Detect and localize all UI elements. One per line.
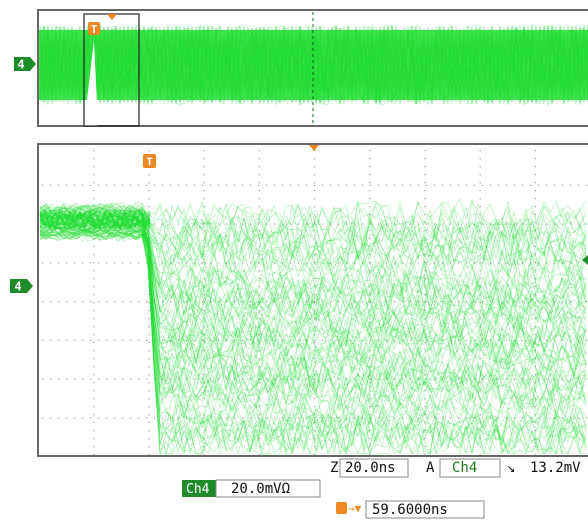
channel-scale: 20.0mVΩ xyxy=(231,481,290,497)
overview-panel: T 4 xyxy=(14,9,588,127)
timebase-value: 20.0ns xyxy=(345,460,396,476)
overview-channel-marker[interactable]: 4 xyxy=(14,57,36,72)
svg-text:T: T xyxy=(146,156,153,169)
trigger-slope-icon: ↘ xyxy=(507,460,515,476)
overview-trigger-marker: T xyxy=(88,22,100,36)
svg-text:4: 4 xyxy=(14,280,21,294)
horizontal-symbol: Z xyxy=(330,460,338,476)
trigger-source: Ch4 xyxy=(452,460,477,476)
channel-scale-readout[interactable]: Ch4 20.0mVΩ xyxy=(182,479,321,498)
svg-text:4: 4 xyxy=(17,58,24,72)
overview-trigger-position-marker xyxy=(107,14,117,20)
overview-waveform xyxy=(39,24,588,126)
main-panel: T 4 xyxy=(10,143,588,457)
timebase-box[interactable] xyxy=(339,458,409,478)
trigger-level: 13.2mV xyxy=(530,460,581,476)
delay-trigger-icon xyxy=(336,502,347,514)
delay-value: 59.6000ns xyxy=(372,502,448,518)
channel-badge xyxy=(182,480,216,497)
main-frame xyxy=(37,143,588,457)
timebase-readout: Z 20.0ns A Ch4 ↘ 13.2mV xyxy=(330,458,581,478)
main-waveform xyxy=(39,198,587,456)
svg-text:T: T xyxy=(91,23,98,36)
main-trigger-marker[interactable]: T xyxy=(143,154,156,169)
trigger-source-box[interactable] xyxy=(439,458,501,478)
trigger-level-arrow[interactable] xyxy=(582,255,588,265)
main-center-marker xyxy=(309,145,319,151)
trigger-mode: A xyxy=(426,460,435,476)
channel-name: Ch4 xyxy=(186,482,210,497)
channel-scale-box xyxy=(215,479,321,498)
main-channel-marker[interactable]: 4 xyxy=(10,279,33,294)
delay-box xyxy=(365,500,485,519)
delay-readout[interactable]: →▼ 59.6000ns xyxy=(336,500,485,519)
delay-arrow-icon: →▼ xyxy=(348,502,362,515)
